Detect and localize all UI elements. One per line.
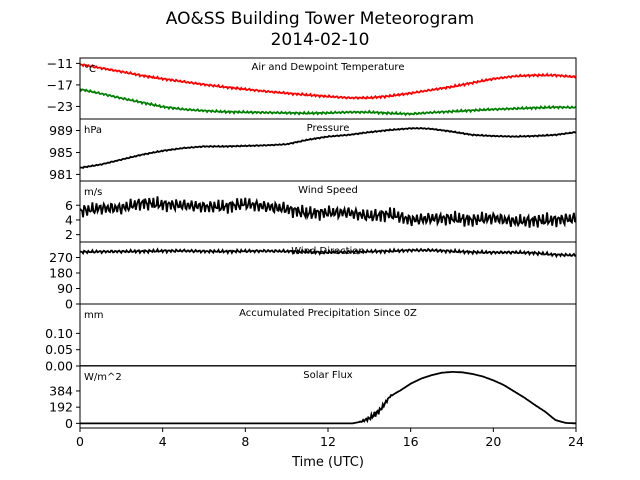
wind-speed-panel-title: Wind Speed xyxy=(298,185,358,196)
temperature-unit-label: °C xyxy=(84,64,96,75)
solar-flux-ytick-label: 192 xyxy=(49,400,73,415)
wind-speed-series-line-0 xyxy=(80,196,576,228)
wind-direction-ytick-label: 90 xyxy=(57,281,73,296)
x-axis: 0 4 8 12 16 20 24 xyxy=(76,428,584,449)
panels-group: −11 −17 −23 °C Air and Dewpoint Temperature 9… xyxy=(45,56,577,431)
precipitation-ytick-label: 0.10 xyxy=(45,326,73,341)
chart-title: AO&SS Building Tower Meteorogram xyxy=(166,9,474,29)
pressure-ytick-label: 989 xyxy=(49,123,73,138)
pressure-panel-title: Pressure xyxy=(307,123,350,134)
wind-direction-panel-title: Wind Direction xyxy=(291,246,365,257)
panel-wind-speed: 642 m/s Wind Speed xyxy=(65,180,577,243)
panel-temperature: −11 −17 −23 °C Air and Dewpoint Temperature xyxy=(47,56,577,120)
wind-speed-ytick-label: 2 xyxy=(65,227,73,242)
chart-subtitle: 2014-02-10 xyxy=(271,30,370,50)
wind-direction-ytick-label: 180 xyxy=(49,266,73,281)
solar-flux-ytick-label: 384 xyxy=(49,383,73,398)
precipitation-panel-title: Accumulated Precipitation Since 0Z xyxy=(239,308,417,319)
pressure-ytick-label: 981 xyxy=(49,167,73,182)
x-axis-label: Time (UTC) xyxy=(291,455,364,470)
x-tick-label: 16 xyxy=(403,434,419,449)
pressure-ytick-label: 985 xyxy=(49,145,73,160)
temperature-ytick-label: −23 xyxy=(47,99,73,114)
x-tick-label: 24 xyxy=(568,434,584,449)
panel-pressure: 989 985 981 hPa Pressure xyxy=(49,118,577,182)
solar-flux-unit-label: W/m^2 xyxy=(84,372,122,383)
wind-direction-series-line-0 xyxy=(80,247,576,259)
precipitation-ytick-label: 0.00 xyxy=(45,359,73,374)
temperature-ytick-label: −17 xyxy=(47,77,73,92)
solar-flux-series-line-0 xyxy=(80,371,576,425)
solar-flux-panel-title: Solar Flux xyxy=(303,370,353,381)
temperature-panel-title: Air and Dewpoint Temperature xyxy=(252,62,405,73)
panel-precipitation: 0.100.05 0.00 mm Accumulated Precipitation … xyxy=(45,303,577,374)
wind-speed-ytick-label: 4 xyxy=(65,212,73,227)
wind-speed-ytick-label: 6 xyxy=(65,198,73,213)
x-tick-label: 0 xyxy=(76,434,84,449)
x-tick-label: 4 xyxy=(159,434,167,449)
wind-direction-ytick-label: 270 xyxy=(49,250,73,265)
temperature-ytick-label: −11 xyxy=(47,56,73,71)
precipitation-unit-label: mm xyxy=(84,310,103,321)
solar-flux-ytick-label: 0 xyxy=(65,416,73,431)
pressure-unit-label: hPa xyxy=(84,125,102,136)
pressure-series-line-0 xyxy=(80,126,576,169)
temperature-series-line-1 xyxy=(80,88,576,117)
x-tick-label: 8 xyxy=(241,434,249,449)
wind-direction-ytick-label: 0 xyxy=(65,297,73,312)
x-tick-label: 12 xyxy=(320,434,336,449)
wind-speed-unit-label: m/s xyxy=(84,187,102,198)
x-tick-label: 20 xyxy=(485,434,501,449)
temperature-series-line-0 xyxy=(80,63,576,101)
precipitation-ytick-label: 0.05 xyxy=(45,342,73,357)
